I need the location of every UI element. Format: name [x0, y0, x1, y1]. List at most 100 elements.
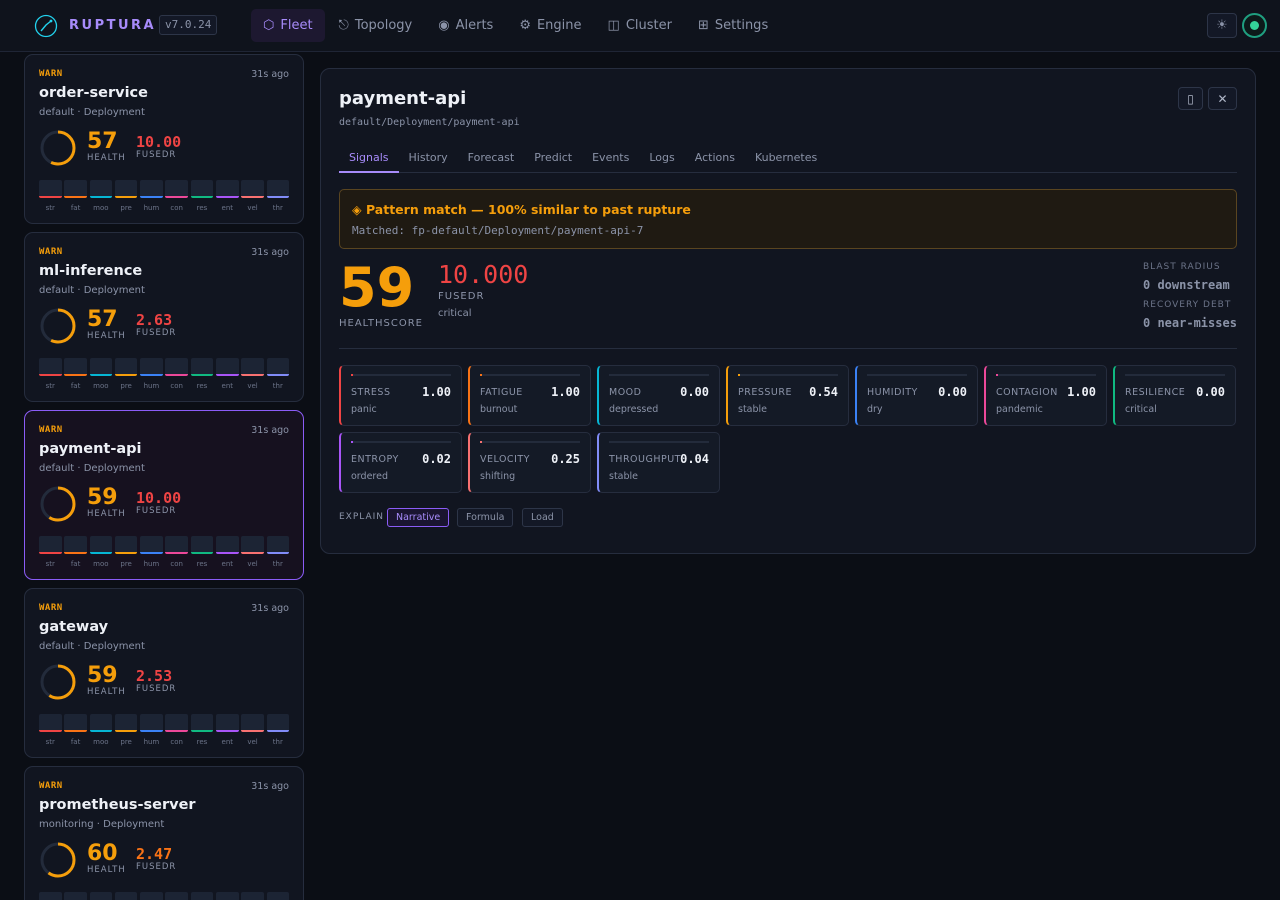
- signal-bar: [165, 358, 188, 376]
- workload-name: payment-api: [39, 441, 142, 457]
- signal-card-humidity[interactable]: HUMIDITY 0.00 dry: [855, 365, 978, 426]
- signal-state: ordered: [351, 471, 388, 482]
- signal-state: pandemic: [996, 404, 1043, 415]
- fused-r-label: FUSEDR: [136, 506, 177, 516]
- signal-card-entropy[interactable]: ENTROPY 0.02 ordered: [339, 432, 462, 493]
- nav-engine[interactable]: ⚙ Engine: [507, 9, 593, 42]
- signal-card-pressure[interactable]: PRESSURE 0.54 stable: [726, 365, 849, 426]
- nav-fleet[interactable]: ⬡ Fleet: [251, 9, 325, 42]
- signal-bar-labels: str fat moo pre hum con res ent vel thr: [39, 204, 290, 212]
- tab-logs[interactable]: Logs: [649, 151, 675, 164]
- workload-card[interactable]: WARN 31s ago ml-inference default · Deploym…: [24, 232, 304, 402]
- signal-name: HUMIDITY: [867, 387, 918, 398]
- pin-button[interactable]: ▯: [1178, 87, 1203, 110]
- connection-status-icon[interactable]: [1242, 13, 1267, 38]
- signal-bar: [266, 358, 290, 376]
- workload-namespace: default · Deployment: [39, 107, 145, 118]
- health-value: 59: [87, 663, 118, 688]
- nav-cluster[interactable]: ◫ Cluster: [596, 9, 684, 42]
- signal-bar: [39, 358, 62, 376]
- workload-card[interactable]: WARN 31s ago payment-api default · Deployme…: [24, 410, 304, 580]
- health-value: 57: [87, 129, 118, 154]
- theme-toggle-button[interactable]: ☀: [1207, 13, 1237, 38]
- signal-bar-label: pre: [120, 560, 132, 568]
- signal-bar-label: ent: [221, 382, 234, 390]
- signal-value: 0.00: [1196, 385, 1225, 399]
- nav-settings[interactable]: ⊞ Settings: [686, 9, 780, 42]
- signal-meter-fill: [351, 441, 353, 443]
- signal-bar-label: res: [196, 738, 208, 746]
- fused-r-label: FUSEDR: [136, 684, 177, 694]
- main-nav: ⬡ Fleet ⎋ Topology ◉ Alerts ⚙ Engine ◫ Cluster ⊞ Se…: [251, 9, 780, 42]
- signal-bar-label: hum: [143, 204, 160, 212]
- health-ring-icon: [40, 130, 76, 166]
- nav-alerts[interactable]: ◉ Alerts: [426, 9, 505, 42]
- signal-bar: [140, 714, 163, 732]
- explain-narrative-button[interactable]: Narrative: [387, 508, 450, 527]
- signal-card-velocity[interactable]: VELOCITY 0.25 shifting: [468, 432, 591, 493]
- signal-name: ENTROPY: [351, 454, 399, 465]
- tab-events[interactable]: Events: [592, 151, 630, 164]
- explain-formula-button[interactable]: Formula: [457, 508, 514, 527]
- signal-bar: [190, 358, 214, 376]
- nav-topology[interactable]: ⎋ Topology: [327, 9, 425, 42]
- workload-name: order-service: [39, 85, 148, 101]
- signal-card-resilience[interactable]: RESILIENCE 0.00 critical: [1113, 365, 1236, 426]
- signal-bar-label: thr: [272, 382, 283, 390]
- signal-bar-label: vel: [247, 738, 258, 746]
- tab-forecast[interactable]: Forecast: [467, 151, 515, 164]
- signal-meter: [351, 441, 451, 443]
- workload-namespace: default · Deployment: [39, 285, 145, 296]
- tab-signals[interactable]: Signals: [339, 147, 399, 173]
- workload-card[interactable]: WARN 31s ago order-service default · Deploy…: [24, 54, 304, 224]
- signal-state: shifting: [480, 471, 516, 482]
- signal-bar-label: str: [45, 204, 55, 212]
- signal-state: burnout: [480, 404, 518, 415]
- signal-bar: [215, 358, 239, 376]
- fused-r-label: FUSEDR: [136, 150, 177, 160]
- signal-state: stable: [738, 404, 768, 415]
- settings-grid-icon: ⊞: [697, 18, 709, 33]
- signal-bar-label: moo: [93, 382, 109, 390]
- signal-meter: [351, 374, 451, 376]
- workload-card[interactable]: WARN 31s ago gateway default · Deployment 59…: [24, 588, 304, 758]
- signal-bar: [114, 180, 138, 198]
- health-ring-icon: [40, 486, 76, 522]
- signal-bar: [190, 536, 214, 554]
- signal-bars: [39, 180, 290, 198]
- signal-card-contagion[interactable]: CONTAGION 1.00 pandemic: [984, 365, 1107, 426]
- health-label: HEALTH: [87, 153, 126, 163]
- workload-name: ml-inference: [39, 263, 143, 279]
- signal-meter: [480, 374, 580, 376]
- signal-card-throughput[interactable]: THROUGHPUT 0.04 stable: [597, 432, 720, 493]
- last-updated: 31s ago: [251, 781, 289, 792]
- signal-bar: [266, 536, 290, 554]
- fused-r-state: critical: [438, 308, 472, 319]
- tab-actions[interactable]: Actions: [694, 151, 735, 164]
- signal-card-stress[interactable]: STRESS 1.00 panic: [339, 365, 462, 426]
- signal-bar-label: con: [170, 738, 183, 746]
- nav-label: Cluster: [625, 18, 672, 33]
- signal-bar: [64, 714, 87, 732]
- signal-card-mood[interactable]: MOOD 0.00 depressed: [597, 365, 720, 426]
- detail-panel: payment-api default/Deployment/payment-a…: [320, 68, 1256, 554]
- nav-label: Settings: [714, 18, 769, 33]
- nav-label: Alerts: [455, 18, 494, 33]
- close-button[interactable]: ✕: [1208, 87, 1237, 110]
- sun-icon: ☀: [1216, 18, 1228, 33]
- fused-r-value: 2.63: [136, 311, 173, 329]
- health-value: 57: [87, 307, 118, 332]
- explain-load-button[interactable]: Load: [522, 508, 563, 527]
- signal-bar: [89, 358, 113, 376]
- tab-history[interactable]: History: [408, 151, 448, 164]
- signal-card-fatigue[interactable]: FATIGUE 1.00 burnout: [468, 365, 591, 426]
- blast-radius-value: 0 downstream: [1143, 278, 1230, 292]
- tab-predict[interactable]: Predict: [534, 151, 573, 164]
- pattern-match-detail: Matched: fp-default/Deployment/payment-a…: [352, 224, 644, 237]
- workload-card[interactable]: WARN 31s ago prometheus-server monitoring ·…: [24, 766, 304, 900]
- signal-meter-fill: [480, 374, 482, 376]
- tab-kubernetes[interactable]: Kubernetes: [754, 151, 818, 164]
- signal-bar-label: fat: [70, 560, 81, 568]
- severity-badge: WARN: [39, 247, 63, 257]
- signal-bar: [89, 714, 113, 732]
